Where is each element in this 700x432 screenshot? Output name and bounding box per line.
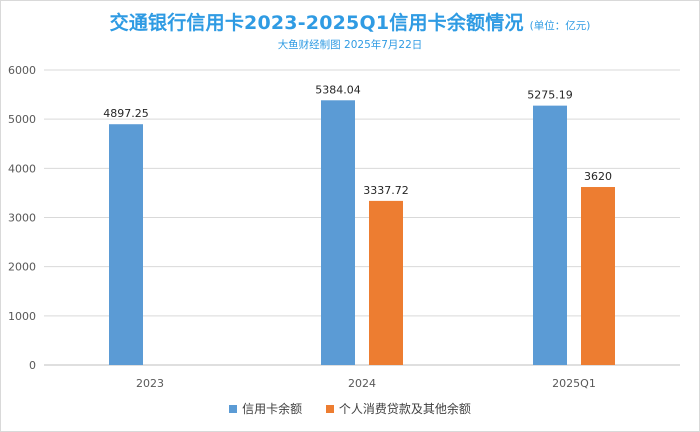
chart-title: 交通银行信用卡2023-2025Q1信用卡余额情况 — [109, 12, 524, 34]
title-row: 交通银行信用卡2023-2025Q1信用卡余额情况 (单位：亿元) — [0, 8, 700, 35]
bar-consumer-loan — [369, 200, 403, 365]
x-tick-label: 2025Q1 — [552, 377, 596, 390]
chart-subtitle: 大鱼财经制图 2025年7月22日 — [277, 39, 423, 51]
data-label: 5384.04 — [315, 83, 361, 96]
legend: 信用卡余额 个人消费贷款及其他余额 — [0, 400, 700, 417]
y-tick-label: 5000 — [8, 113, 36, 126]
data-label: 4897.25 — [103, 107, 149, 120]
bar-credit-card — [533, 105, 567, 366]
bar-consumer-loan — [581, 187, 615, 365]
y-tick-label: 6000 — [8, 64, 36, 77]
y-tick-label: 3000 — [8, 212, 36, 225]
bar-credit-card — [321, 100, 355, 365]
legend-item-consumer-loan: 个人消费贷款及其他余额 — [325, 400, 471, 417]
bar-credit-card — [109, 124, 143, 366]
y-tick-label: 1000 — [8, 310, 36, 323]
y-tick-label: 2000 — [8, 261, 36, 274]
data-label: 5275.19 — [527, 89, 573, 102]
legend-swatch-consumer-loan — [325, 404, 334, 413]
legend-item-credit-card: 信用卡余额 — [229, 400, 302, 417]
legend-swatch-credit-card — [229, 404, 238, 413]
data-label: 3337.72 — [363, 184, 409, 197]
y-tick-label: 4000 — [8, 162, 36, 175]
y-tick-label: 0 — [29, 359, 36, 372]
x-tick-label: 2024 — [348, 377, 376, 390]
legend-label-credit-card: 信用卡余额 — [242, 402, 303, 416]
data-label: 3620 — [584, 170, 612, 183]
x-tick-label: 2023 — [136, 377, 164, 390]
legend-label-consumer-loan: 个人消费贷款及其他余额 — [338, 402, 471, 416]
unit-note: (单位：亿元) — [529, 20, 591, 32]
